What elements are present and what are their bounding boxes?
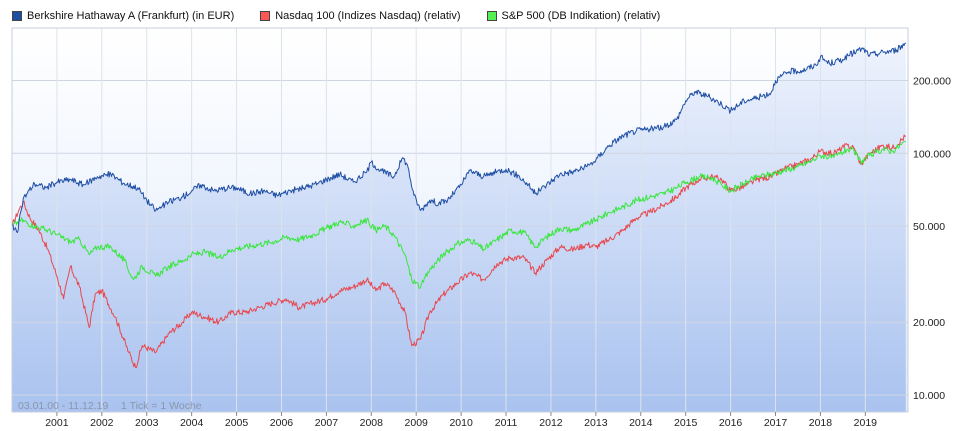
- x-tick-label: 2016: [719, 417, 743, 429]
- legend-label-berkshire: Berkshire Hathaway A (Frankfurt) (in EUR…: [27, 10, 235, 22]
- axis-layer: 10.000 20.000 50.000 100.000 200.000 2001 2002…: [45, 76, 951, 429]
- x-tick-label: 2019: [854, 417, 878, 429]
- legend-label-sp500: S&P 500 (DB Indikation) (relativ): [501, 10, 661, 22]
- y-tick-label: 10.000: [913, 390, 945, 402]
- x-tick-label: 2011: [495, 417, 518, 429]
- x-tick-label: 2018: [809, 417, 833, 429]
- x-tick-label: 2013: [584, 417, 608, 429]
- x-tick-label: 2007: [315, 417, 339, 429]
- x-tick-label: 2002: [90, 417, 114, 429]
- area-fill-layer: [12, 43, 906, 412]
- legend-swatch-berkshire: [12, 11, 22, 21]
- legend-item-berkshire[interactable]: Berkshire Hathaway A (Frankfurt) (in EUR…: [12, 10, 234, 22]
- x-tick-label: 2001: [45, 417, 69, 429]
- legend-item-nasdaq[interactable]: Nasdaq 100 (Indizes Nasdaq) (relativ): [260, 10, 461, 22]
- plot-border: [11, 27, 909, 413]
- x-tick-label: 2009: [405, 417, 429, 429]
- legend-swatch-nasdaq: [260, 11, 271, 21]
- x-tick-label: 2017: [764, 417, 788, 429]
- y-tick-label: 50.000: [913, 221, 945, 233]
- x-tick-label: 2005: [225, 417, 249, 429]
- series-line-sp500[interactable]: [12, 140, 906, 289]
- x-tick-label: 2015: [674, 417, 698, 429]
- x-tick-label: 2014: [629, 417, 653, 429]
- x-tick-label: 2006: [270, 417, 294, 429]
- y-tick-label: 20.000: [913, 317, 945, 329]
- chart-legend: Berkshire Hathaway A (Frankfurt) (in EUR…: [12, 6, 686, 26]
- footer-tick-info: 1 Tick = 1 Woche: [121, 400, 202, 412]
- footer-date-range: 03.01.00 - 11.12.19: [18, 400, 108, 412]
- x-tick-label: 2012: [539, 417, 563, 429]
- x-tick-label: 2010: [449, 417, 473, 429]
- series-line-nasdaq[interactable]: [12, 134, 907, 369]
- series-line-berkshire[interactable]: [12, 42, 906, 233]
- x-tick-label: 2003: [135, 417, 159, 429]
- x-tick-label: 2004: [180, 417, 204, 429]
- legend-item-sp500[interactable]: S&P 500 (DB Indikation) (relativ): [486, 10, 661, 22]
- grid-layer: [12, 28, 908, 412]
- legend-swatch-sp500: [486, 11, 497, 21]
- y-tick-label: 100.000: [913, 148, 951, 160]
- y-tick-label: 200.000: [913, 76, 951, 88]
- series-line-layer: [12, 42, 907, 369]
- series-area-berkshire: [12, 43, 906, 412]
- legend-label-nasdaq: Nasdaq 100 (Indizes Nasdaq) (relativ): [275, 10, 461, 22]
- x-tick-label: 2008: [360, 417, 384, 429]
